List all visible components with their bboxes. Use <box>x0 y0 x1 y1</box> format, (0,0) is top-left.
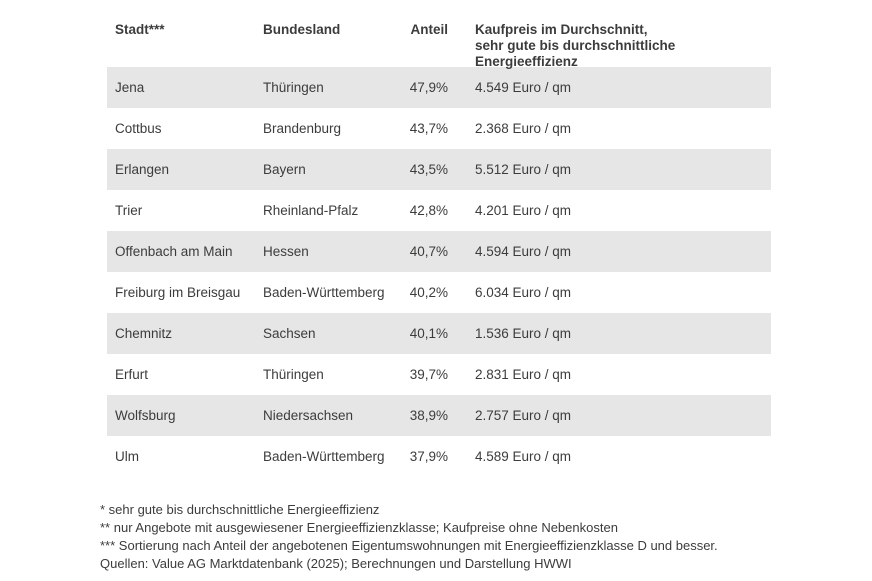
cell-price: 1.536 Euro / qm <box>475 326 572 341</box>
table-row: Offenbach am Main Hessen 40,7% 4.594 Eur… <box>107 231 771 272</box>
cell-state: Hessen <box>263 244 309 259</box>
cell-price: 2.757 Euro / qm <box>475 408 572 423</box>
cell-state: Thüringen <box>263 367 324 382</box>
cell-state: Baden-Württemberg <box>263 449 385 464</box>
cell-share: 40,1% <box>409 326 448 341</box>
table-row: Chemnitz Sachsen 40,1% 1.536 Euro / qm <box>107 313 771 354</box>
cell-city: Ulm <box>115 449 139 464</box>
cell-state: Sachsen <box>263 326 316 341</box>
cell-share: 40,7% <box>409 244 448 259</box>
cell-city: Offenbach am Main <box>115 244 233 259</box>
cell-price: 4.594 Euro / qm <box>475 244 572 259</box>
column-header-stadt: Stadt*** <box>115 22 165 37</box>
table-row: Erlangen Bayern 43,5% 5.512 Euro / qm <box>107 149 771 190</box>
cell-price: 2.831 Euro / qm <box>475 367 572 382</box>
cell-city: Wolfsburg <box>115 408 176 423</box>
cell-price: 2.368 Euro / qm <box>475 121 572 136</box>
cell-city: Trier <box>115 203 143 218</box>
cell-share: 43,5% <box>409 162 448 177</box>
table-row: Cottbus Brandenburg 43,7% 2.368 Euro / q… <box>107 108 771 149</box>
cell-price: 4.201 Euro / qm <box>475 203 572 218</box>
footnote-energy-efficiency: * sehr gute bis durchschnittliche Energi… <box>100 502 380 517</box>
table-row: Trier Rheinland-Pfalz 42,8% 4.201 Euro /… <box>107 190 771 231</box>
footnotes: * sehr gute bis durchschnittliche Energi… <box>100 501 718 573</box>
footnote-offers: ** nur Angebote mit ausgewiesener Energi… <box>100 520 618 535</box>
cell-city: Erfurt <box>115 367 149 382</box>
cell-state: Bayern <box>263 162 306 177</box>
column-header-bundesland: Bundesland <box>263 22 341 37</box>
table-row: Erfurt Thüringen 39,7% 2.831 Euro / qm <box>107 354 771 395</box>
energy-efficiency-table: Stadt*** Bundesland Anteil Kaufpreis im … <box>107 20 771 477</box>
cell-price: 4.589 Euro / qm <box>475 449 572 464</box>
cell-share: 47,9% <box>409 80 448 95</box>
cell-share: 43,7% <box>409 121 448 136</box>
column-header-kaufpreis-line1: Kaufpreis im Durchschnitt, <box>475 22 648 37</box>
footnote-sorting: *** Sortierung nach Anteil der angeboten… <box>100 538 718 553</box>
cell-city: Freiburg im Breisgau <box>115 285 241 300</box>
cell-price: 6.034 Euro / qm <box>475 285 572 300</box>
cell-city: Cottbus <box>115 121 162 136</box>
cell-share: 37,9% <box>409 449 448 464</box>
cell-city: Jena <box>115 80 145 95</box>
table-row: Ulm Baden-Württemberg 37,9% 4.589 Euro /… <box>107 436 771 477</box>
cell-share: 38,9% <box>409 408 448 423</box>
table-header-row: Stadt*** Bundesland Anteil Kaufpreis im … <box>107 20 771 70</box>
table-body: Jena Thüringen 47,9% 4.549 Euro / qm Cot… <box>107 67 771 477</box>
table-row: Freiburg im Breisgau Baden-Württemberg 4… <box>107 272 771 313</box>
cell-state: Thüringen <box>263 80 324 95</box>
cell-price: 4.549 Euro / qm <box>475 80 572 95</box>
cell-state: Baden-Württemberg <box>263 285 385 300</box>
cell-state: Rheinland-Pfalz <box>263 203 359 218</box>
column-header-kaufpreis-line2: sehr gute bis durchschnittliche Energiee… <box>475 38 676 69</box>
cell-state: Niedersachsen <box>263 408 354 423</box>
footnote-sources: Quellen: Value AG Marktdatenbank (2025);… <box>100 556 572 571</box>
table-row: Jena Thüringen 47,9% 4.549 Euro / qm <box>107 67 771 108</box>
cell-share: 40,2% <box>409 285 448 300</box>
column-header-kaufpreis: Kaufpreis im Durchschnitt, sehr gute bis… <box>467 22 771 70</box>
cell-price: 5.512 Euro / qm <box>475 162 572 177</box>
table-row: Wolfsburg Niedersachsen 38,9% 2.757 Euro… <box>107 395 771 436</box>
cell-city: Erlangen <box>115 162 170 177</box>
column-header-anteil: Anteil <box>410 22 448 37</box>
cell-share: 39,7% <box>409 367 448 382</box>
cell-state: Brandenburg <box>263 121 342 136</box>
cell-share: 42,8% <box>409 203 448 218</box>
cell-city: Chemnitz <box>115 326 173 341</box>
